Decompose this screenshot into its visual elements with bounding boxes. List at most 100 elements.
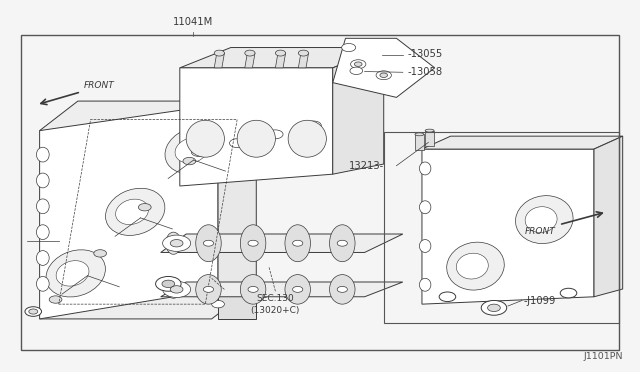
- Circle shape: [204, 240, 214, 246]
- Ellipse shape: [415, 133, 424, 136]
- Polygon shape: [422, 136, 623, 149]
- Circle shape: [337, 240, 348, 246]
- Ellipse shape: [241, 225, 266, 262]
- Polygon shape: [40, 101, 256, 131]
- Circle shape: [376, 71, 392, 80]
- Polygon shape: [333, 38, 435, 97]
- Circle shape: [191, 148, 207, 157]
- Ellipse shape: [237, 120, 275, 157]
- Circle shape: [488, 304, 500, 311]
- Ellipse shape: [36, 276, 49, 291]
- Circle shape: [350, 67, 363, 74]
- Ellipse shape: [456, 253, 488, 279]
- Ellipse shape: [285, 275, 310, 304]
- Polygon shape: [161, 282, 403, 297]
- Circle shape: [481, 301, 507, 315]
- Circle shape: [248, 286, 258, 292]
- Circle shape: [25, 307, 42, 316]
- Polygon shape: [180, 68, 333, 186]
- Polygon shape: [214, 53, 225, 68]
- Ellipse shape: [419, 201, 431, 214]
- Ellipse shape: [56, 261, 89, 286]
- Circle shape: [214, 50, 225, 56]
- Polygon shape: [422, 149, 594, 304]
- Circle shape: [355, 62, 362, 66]
- Polygon shape: [425, 131, 434, 146]
- Ellipse shape: [36, 199, 49, 214]
- Circle shape: [49, 296, 62, 303]
- Text: J1101PN: J1101PN: [583, 352, 623, 361]
- Ellipse shape: [46, 250, 106, 297]
- Circle shape: [292, 286, 303, 292]
- Circle shape: [29, 309, 38, 314]
- Circle shape: [380, 73, 388, 77]
- Text: FRONT: FRONT: [84, 81, 115, 90]
- Ellipse shape: [241, 275, 266, 304]
- Polygon shape: [245, 53, 255, 68]
- Ellipse shape: [36, 225, 49, 240]
- Bar: [20, 35, 620, 350]
- Polygon shape: [161, 234, 403, 253]
- Circle shape: [162, 280, 175, 288]
- Polygon shape: [40, 289, 250, 319]
- Ellipse shape: [425, 129, 434, 132]
- Ellipse shape: [515, 196, 573, 244]
- Circle shape: [351, 60, 366, 68]
- Ellipse shape: [525, 207, 557, 232]
- Ellipse shape: [166, 232, 181, 254]
- Circle shape: [275, 50, 285, 56]
- Polygon shape: [40, 105, 218, 319]
- Polygon shape: [298, 53, 308, 68]
- Circle shape: [183, 157, 196, 165]
- Ellipse shape: [116, 199, 148, 225]
- Ellipse shape: [196, 275, 221, 304]
- Ellipse shape: [36, 251, 49, 265]
- Ellipse shape: [36, 173, 49, 188]
- Polygon shape: [415, 134, 424, 150]
- Ellipse shape: [175, 138, 208, 163]
- Text: FRONT: FRONT: [525, 227, 556, 236]
- Circle shape: [306, 121, 321, 130]
- Circle shape: [204, 286, 214, 292]
- Circle shape: [212, 301, 225, 308]
- Ellipse shape: [285, 225, 310, 262]
- Ellipse shape: [419, 162, 431, 175]
- Ellipse shape: [165, 127, 225, 174]
- Circle shape: [170, 286, 183, 293]
- Text: SEC.130: SEC.130: [257, 294, 294, 303]
- Circle shape: [156, 276, 181, 291]
- Circle shape: [138, 203, 151, 211]
- Text: 11041M: 11041M: [172, 17, 212, 27]
- Circle shape: [342, 44, 356, 52]
- Circle shape: [230, 139, 245, 148]
- Circle shape: [268, 130, 283, 139]
- Polygon shape: [218, 101, 256, 289]
- Ellipse shape: [166, 280, 181, 298]
- Circle shape: [560, 288, 577, 298]
- Ellipse shape: [419, 278, 431, 291]
- Circle shape: [298, 50, 308, 56]
- Circle shape: [245, 50, 255, 56]
- Ellipse shape: [196, 225, 221, 262]
- Circle shape: [163, 281, 191, 298]
- Circle shape: [439, 292, 456, 302]
- Polygon shape: [180, 48, 384, 68]
- Circle shape: [94, 250, 106, 257]
- Polygon shape: [333, 48, 384, 174]
- Text: -13058: -13058: [408, 67, 443, 77]
- Bar: [384, 132, 620, 323]
- Circle shape: [170, 240, 183, 247]
- Circle shape: [248, 240, 258, 246]
- Text: (13020+C): (13020+C): [251, 306, 300, 315]
- Ellipse shape: [419, 240, 431, 253]
- Ellipse shape: [36, 147, 49, 162]
- Ellipse shape: [288, 120, 326, 157]
- Text: -13055: -13055: [408, 49, 443, 59]
- Text: -J1099: -J1099: [524, 296, 556, 306]
- Ellipse shape: [447, 242, 504, 290]
- Circle shape: [292, 240, 303, 246]
- Ellipse shape: [330, 275, 355, 304]
- Text: 13213-: 13213-: [348, 161, 384, 171]
- Ellipse shape: [106, 188, 165, 235]
- Circle shape: [337, 286, 348, 292]
